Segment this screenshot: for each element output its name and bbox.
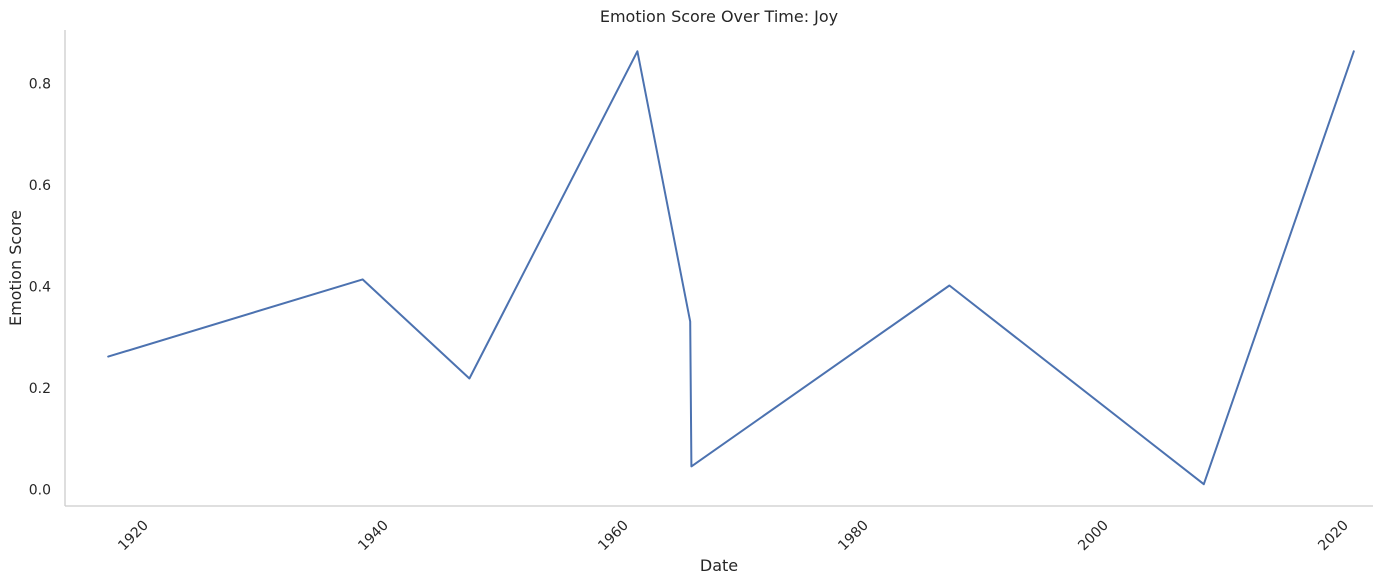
y-axis-ticks: 0.0 0.2 0.4 0.6 0.8 bbox=[29, 76, 51, 498]
series-line bbox=[107, 50, 1355, 486]
y-tick-label: 0.8 bbox=[29, 76, 51, 92]
y-axis-label: Emotion Score bbox=[6, 210, 25, 326]
y-tick-label: 0.0 bbox=[29, 483, 51, 499]
y-tick-label: 0.6 bbox=[29, 178, 51, 194]
y-tick-label: 0.4 bbox=[29, 280, 51, 296]
x-tick-label: 2000 bbox=[1075, 518, 1112, 555]
x-tick-label: 2020 bbox=[1315, 518, 1352, 555]
x-tick-label: 1920 bbox=[115, 518, 152, 555]
plot-area bbox=[107, 50, 1355, 486]
x-axis-label: Date bbox=[700, 556, 738, 575]
y-tick-label: 0.2 bbox=[29, 381, 51, 397]
x-tick-label: 1940 bbox=[355, 518, 392, 555]
x-axis-ticks: 1920 1940 1960 1980 2000 2020 bbox=[115, 518, 1352, 555]
x-tick-label: 1960 bbox=[595, 518, 632, 555]
chart-title: Emotion Score Over Time: Joy bbox=[600, 7, 838, 26]
x-tick-label: 1980 bbox=[835, 518, 872, 555]
